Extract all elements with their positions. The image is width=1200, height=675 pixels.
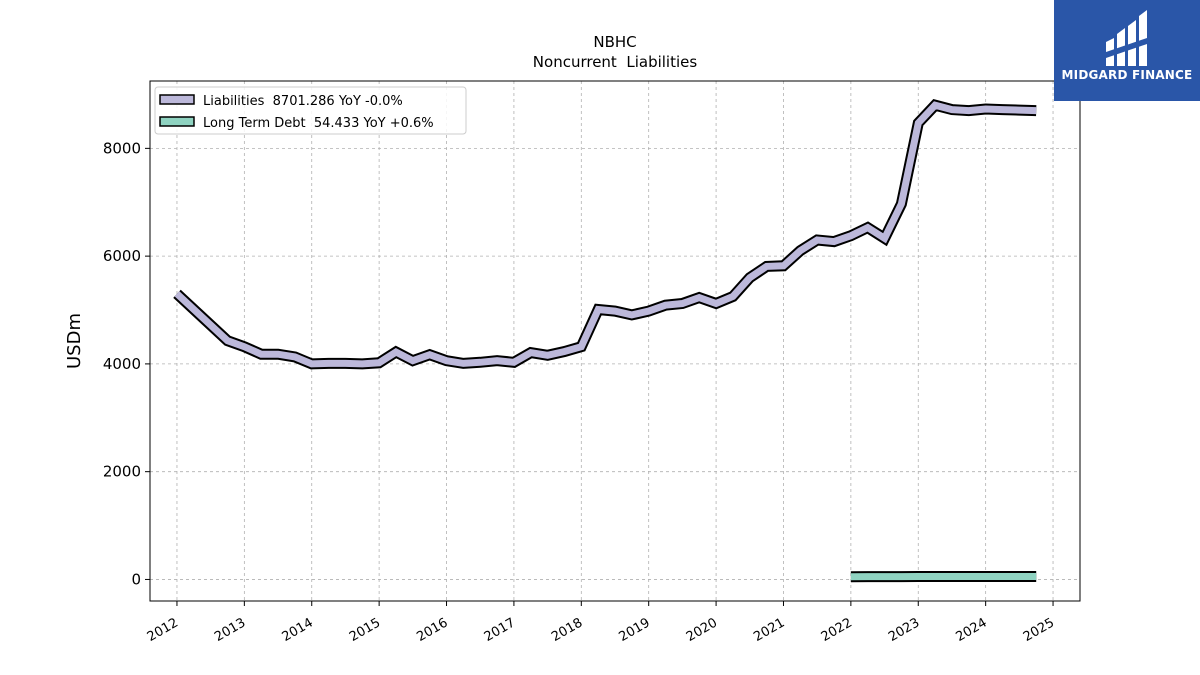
x-tick-label: 2024	[953, 615, 989, 645]
x-tick-label: 2014	[280, 615, 316, 645]
y-tick-label: 0	[131, 570, 141, 588]
axes: 2012 2013 2014 2015 2016 2017 2018 2019 2020 2021…	[103, 139, 1057, 645]
legend-label-0: Liabilities 8701.286 YoY -0.0%	[203, 94, 403, 109]
y-tick-label: 8000	[103, 139, 141, 157]
chart-subtitle: Noncurrent Liabilities	[533, 53, 698, 71]
midgard-finance-logo: MIDGARD FINANCE	[1054, 0, 1200, 101]
y-tick-label: 6000	[103, 247, 141, 265]
x-tick-label: 2017	[482, 615, 518, 645]
logo-mark-icon	[1106, 10, 1147, 66]
x-tick-label: 2012	[145, 615, 181, 645]
chart-title: NBHC	[593, 33, 636, 51]
legend: Liabilities 8701.286 YoY -0.0% Long Term …	[154, 86, 467, 135]
x-tick-label: 2022	[819, 615, 855, 645]
x-tick-label: 2023	[886, 615, 922, 645]
x-tick-label: 2016	[414, 615, 450, 645]
plot-frame	[149, 80, 1081, 602]
y-axis-label: USDm	[64, 313, 85, 369]
x-tick-label: 2021	[751, 615, 787, 645]
x-tick-label: 2015	[347, 615, 383, 645]
x-tick-label: 2018	[549, 615, 585, 645]
x-tick-label: 2025	[1021, 615, 1057, 645]
series-line-0	[174, 101, 1037, 368]
legend-swatch-1	[159, 116, 195, 127]
y-tick-label: 4000	[103, 355, 141, 373]
series-layer	[173, 99, 1037, 583]
series-outline-0	[173, 99, 1037, 370]
y-tick-label: 2000	[103, 463, 141, 481]
legend-label-1: Long Term Debt 54.433 YoY +0.6%	[203, 116, 434, 131]
logo-text: MIDGARD FINANCE	[1061, 68, 1193, 82]
x-tick-label: 2013	[212, 615, 248, 645]
x-tick-label: 2020	[684, 615, 720, 645]
legend-box	[154, 86, 467, 135]
x-tick-label: 2019	[617, 615, 653, 645]
legend-swatch-0	[159, 94, 195, 105]
grid-lines	[150, 81, 1080, 601]
